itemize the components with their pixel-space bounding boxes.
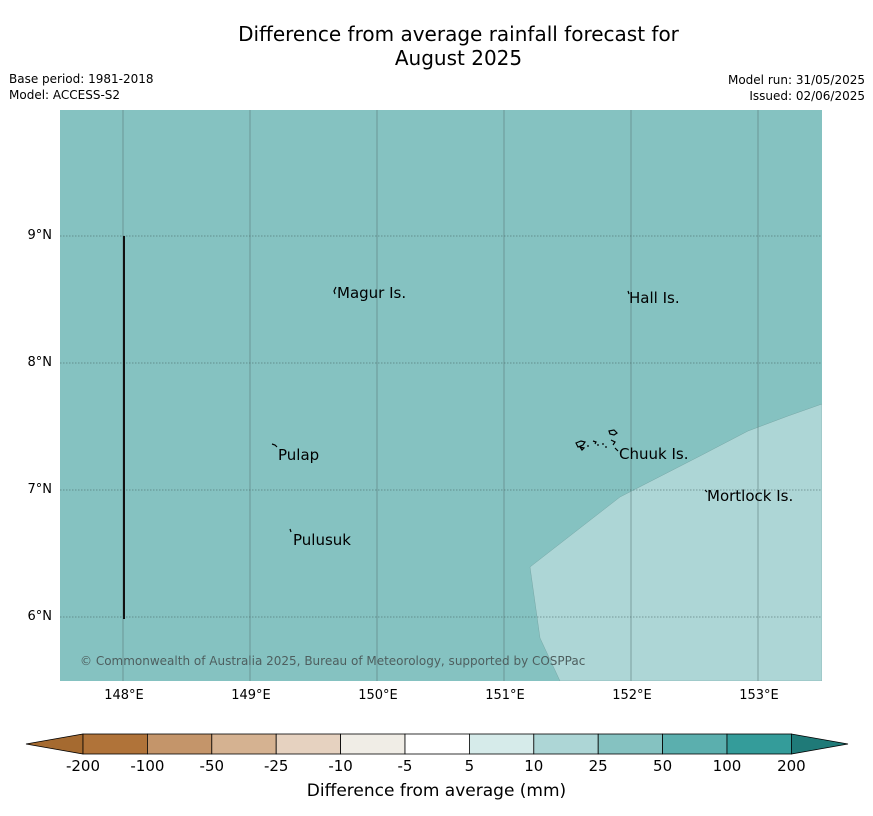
colorbar-tick-1: -200 bbox=[65, 757, 101, 775]
place-chuuk: Chuuk Is. bbox=[619, 445, 689, 463]
reef-dot-3 bbox=[602, 443, 604, 445]
colorbar-tick-12: 200 bbox=[777, 757, 806, 775]
colorbar-bin-7 bbox=[468, 733, 535, 755]
colorbar-low-extend bbox=[25, 733, 84, 755]
lat-label-9n: 9°N bbox=[27, 228, 53, 243]
chuuk-island-2 bbox=[578, 446, 586, 451]
colorbar-title: Difference from average (mm) bbox=[306, 781, 567, 801]
colorbar-bin-9 bbox=[597, 733, 664, 755]
title-line-2: August 2025 bbox=[394, 46, 523, 70]
reef-dot-2 bbox=[597, 444, 599, 446]
chuuk-island-6 bbox=[614, 447, 619, 452]
base-period: Base period: 1981-2018 bbox=[9, 72, 154, 86]
place-hall: Hall Is. bbox=[629, 289, 680, 307]
mortlock-island-shape bbox=[704, 489, 708, 493]
magur-island-shape bbox=[333, 286, 337, 295]
colorbar bbox=[25, 733, 849, 755]
colorbar-bin-8 bbox=[533, 733, 599, 755]
colorbar-tick-4: -25 bbox=[263, 757, 289, 775]
title-line-1: Difference from average rainfall forecas… bbox=[238, 22, 679, 46]
lon-label-149e: 149°E bbox=[231, 688, 271, 703]
copyright-notice: © Commonwealth of Australia 2025, Bureau… bbox=[80, 654, 586, 668]
forecast-map bbox=[60, 110, 822, 681]
meta-right: Model run: 31/05/2025 Issued: 02/06/2025 bbox=[728, 72, 865, 104]
place-pulusuk: Pulusuk bbox=[293, 531, 351, 549]
colorbar-bin-3 bbox=[211, 733, 277, 755]
colorbar-bin-11 bbox=[726, 733, 792, 755]
colorbar-bin-1 bbox=[82, 733, 148, 755]
chuuk-island-4 bbox=[608, 429, 618, 436]
colorbar-tick-8: 10 bbox=[524, 757, 544, 775]
island-outlines bbox=[271, 286, 708, 533]
colorbar-bin-10 bbox=[662, 733, 728, 755]
place-magur: Magur Is. bbox=[337, 284, 407, 302]
lat-label-8n: 8°N bbox=[27, 355, 53, 370]
colorbar-tick-7: 5 bbox=[464, 757, 475, 775]
place-pulap: Pulap bbox=[278, 446, 320, 464]
colorbar-tick-9: 25 bbox=[588, 757, 608, 775]
colorbar-bin-5 bbox=[340, 733, 406, 755]
chuuk-island-5 bbox=[610, 439, 616, 446]
colorbar-tick-6: -5 bbox=[397, 757, 413, 775]
lat-label-6n: 6°N bbox=[27, 609, 53, 624]
light-anomaly-region bbox=[529, 403, 822, 681]
lon-label-153e: 153°E bbox=[739, 688, 779, 703]
lat-label-7n: 7°N bbox=[27, 482, 53, 497]
colorbar-tick-3: -50 bbox=[199, 757, 225, 775]
place-mortlock: Mortlock Is. bbox=[707, 487, 794, 505]
colorbar-tick-5: -10 bbox=[328, 757, 353, 775]
lon-label-151e: 151°E bbox=[485, 688, 525, 703]
meta-left: Base period: 1981-2018 Model: ACCESS-S2 bbox=[9, 71, 154, 103]
colorbar-high-extend bbox=[791, 733, 849, 755]
chuuk-island-3 bbox=[592, 440, 597, 445]
chuuk-island-1 bbox=[575, 440, 586, 448]
reef-dot-4 bbox=[605, 446, 607, 448]
colorbar-bin-6 bbox=[404, 733, 470, 755]
lon-label-150e: 150°E bbox=[358, 688, 398, 703]
issued-date: Issued: 02/06/2025 bbox=[749, 89, 865, 103]
pulusuk-island-shape bbox=[289, 528, 292, 533]
reef-dot-1 bbox=[587, 445, 589, 447]
lon-label-148e: 148°E bbox=[104, 688, 144, 703]
colorbar-tick-2: -100 bbox=[130, 757, 165, 775]
colorbar-bin-2 bbox=[147, 733, 213, 755]
hall-island-shape bbox=[627, 290, 630, 295]
parallel-gridlines bbox=[60, 235, 822, 618]
colorbar-tick-11: 100 bbox=[712, 757, 742, 775]
chuuk-reef-dots bbox=[587, 443, 607, 448]
colorbar-bin-4 bbox=[275, 733, 341, 755]
map-title: Difference from average rainfall forecas… bbox=[0, 22, 873, 70]
model-run: Model run: 31/05/2025 bbox=[727, 73, 865, 87]
pulap-island-shape bbox=[271, 443, 278, 448]
colorbar-tick-10: 50 bbox=[653, 757, 673, 775]
lon-label-152e: 152°E bbox=[612, 688, 652, 703]
chuuk-lagoon-shape bbox=[575, 429, 619, 452]
model-name: Model: ACCESS-S2 bbox=[9, 88, 121, 102]
